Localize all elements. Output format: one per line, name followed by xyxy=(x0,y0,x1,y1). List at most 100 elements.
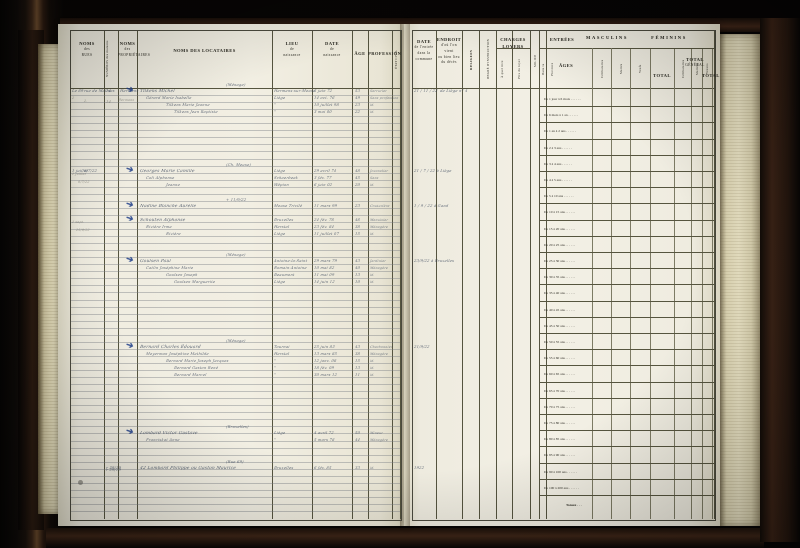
header-milice: MILICE xyxy=(533,54,537,68)
col-divider-left-2 xyxy=(118,30,119,519)
handwritten-text: Ménagère xyxy=(369,352,389,357)
handwritten-text: 23 fév. 84 xyxy=(313,225,335,230)
handwritten-text: Meuse Trivilé xyxy=(273,204,303,208)
handwritten-text: 1922 xyxy=(413,466,425,470)
handwritten-text: Bruxelles xyxy=(273,466,294,470)
recap-age-row-label: De 1 an à 2 ans . . . . . . xyxy=(544,129,576,134)
header-date-entree: DATE de l'entrée dans la commune xyxy=(414,39,434,61)
header-numeros-maisons: NUMÉROS des maisons xyxy=(105,40,109,78)
table-frame-left xyxy=(70,30,402,521)
ruled-line xyxy=(70,377,400,379)
ruled-line xyxy=(70,468,400,470)
ruled-line xyxy=(70,250,400,252)
handwritten-text: 11 xyxy=(354,373,361,378)
handwritten-text: 46 xyxy=(354,218,361,222)
ruled-line xyxy=(70,412,400,414)
handwritten-text: 49 xyxy=(354,96,361,101)
book-cover-right xyxy=(760,18,800,542)
handwritten-text: Lombard Victor Gustave xyxy=(139,431,199,436)
recap-age-row-label: De 65 à 70 ans . . . . . . xyxy=(544,388,576,393)
handwritten-text: 10 mai 82 xyxy=(313,266,335,271)
handwritten-text: 14 juin 12 xyxy=(313,280,336,285)
recap-age-row-label: De 55 à 60 ans . . . . . . xyxy=(544,356,576,361)
handwritten-text: 50 xyxy=(354,431,361,435)
handwritten-text: 44 xyxy=(354,438,361,443)
handwritten-text: Franciskat Anne xyxy=(145,438,181,443)
ruled-line xyxy=(70,165,400,167)
handwritten-text: 29 mars 79 xyxy=(313,259,338,263)
recap-age-row-label: De 20 à 25 ans . . . . . . xyxy=(544,242,576,247)
recap-header-masc-total: TOTAL xyxy=(653,73,671,78)
handwritten-text: Goulsen Paul xyxy=(139,259,172,264)
recap-row-rule xyxy=(540,462,714,464)
header-rule-left xyxy=(70,88,400,89)
recap-row-rule xyxy=(540,154,714,156)
recap-row-rule xyxy=(540,316,714,318)
recap-col-divider-5 xyxy=(691,48,692,519)
handwritten-text: Tournai xyxy=(273,345,291,349)
handwritten-text: 11 juillet 07 xyxy=(313,232,340,237)
ruled-line xyxy=(70,348,400,350)
handwritten-text: Couturière xyxy=(369,204,390,208)
handwritten-text: 45 xyxy=(354,176,361,181)
handwritten-text: Liège xyxy=(273,169,286,173)
handwritten-text: Ménagère xyxy=(369,438,389,443)
col-divider-right-7 xyxy=(539,30,540,519)
recap-col-divider-2 xyxy=(630,48,631,519)
handwritten-text: 40 xyxy=(354,266,361,271)
handwritten-text: 6 juin 02 xyxy=(313,183,333,188)
ruled-line xyxy=(70,144,400,146)
handwritten-text: 15 xyxy=(354,232,361,237)
header-entrees: ENTRÉES xyxy=(549,37,575,42)
handwritten-text: Bernard Charles Édouard xyxy=(139,345,202,350)
handwritten-text: 43 xyxy=(354,345,361,349)
recap-row-rule xyxy=(540,495,714,496)
ruled-line xyxy=(70,433,400,435)
handwritten-text: 1 / 9 / 22 à Gand xyxy=(413,204,449,208)
handwritten-text: 30 mars 12 xyxy=(313,373,338,378)
col-divider-right-8 xyxy=(546,30,547,519)
ruled-line xyxy=(70,334,400,336)
col-divider-left-9 xyxy=(400,30,401,519)
header-profession: PROFESSION xyxy=(368,51,402,56)
col-divider-left-8 xyxy=(392,30,393,519)
handwritten-text: 38 xyxy=(354,225,361,230)
table-frame-right xyxy=(412,30,716,521)
handwritten-text: Schaerbeek xyxy=(273,176,299,181)
recap-row-rule xyxy=(540,122,714,124)
handwritten-text: Tilkens Jean Baptiste xyxy=(173,110,219,115)
handwritten-text: 13 xyxy=(354,273,361,278)
handwritten-text: id. xyxy=(369,359,376,364)
ruled-line xyxy=(70,447,400,449)
handwritten-text: + 11/9/22 xyxy=(225,198,247,202)
col-divider-left-5 xyxy=(312,30,313,519)
recap-age-row-label: De 30 à 35 ans . . . . . . xyxy=(544,275,576,280)
page-left xyxy=(58,24,408,526)
recap-header-fem-2: Veuves xyxy=(705,63,709,75)
handwritten-text: id. xyxy=(369,373,376,378)
handwritten-text: Coli Alphonse xyxy=(145,176,175,181)
recap-col-divider-7 xyxy=(712,48,713,519)
col-divider-right-4 xyxy=(496,30,497,519)
handwritten-text: Bruxelles xyxy=(273,218,294,222)
handwritten-text: 3 fév. 77 xyxy=(313,176,332,181)
handwritten-text: 11 mai 09 xyxy=(313,273,335,278)
header-rule-right xyxy=(412,88,714,89)
page-edges-right xyxy=(718,34,764,526)
handwritten-text: 14 xyxy=(105,89,112,93)
handwritten-text: 9/7/22 xyxy=(77,180,90,184)
handwritten-text: id. xyxy=(369,366,376,371)
handwritten-text: (Ménage) xyxy=(225,83,246,87)
handwritten-text: 4 avril 72 xyxy=(313,431,335,435)
ruled-line xyxy=(70,207,400,209)
handwritten-text: 48 xyxy=(354,169,361,173)
recap-row-rule xyxy=(540,203,714,205)
header-degre-instruction: DEGRÉ D'INSTRUCTION xyxy=(486,38,490,80)
recap-row-rule xyxy=(540,300,714,302)
recap-header-fem-0: Célibataires xyxy=(680,59,685,79)
recap-age-row-label: De 85 à 90 ans . . . . . . xyxy=(544,453,576,458)
ruled-line xyxy=(70,292,400,294)
handwritten-text: Journalier xyxy=(369,169,389,173)
ruled-line xyxy=(70,109,400,111)
ruled-line xyxy=(70,172,400,174)
